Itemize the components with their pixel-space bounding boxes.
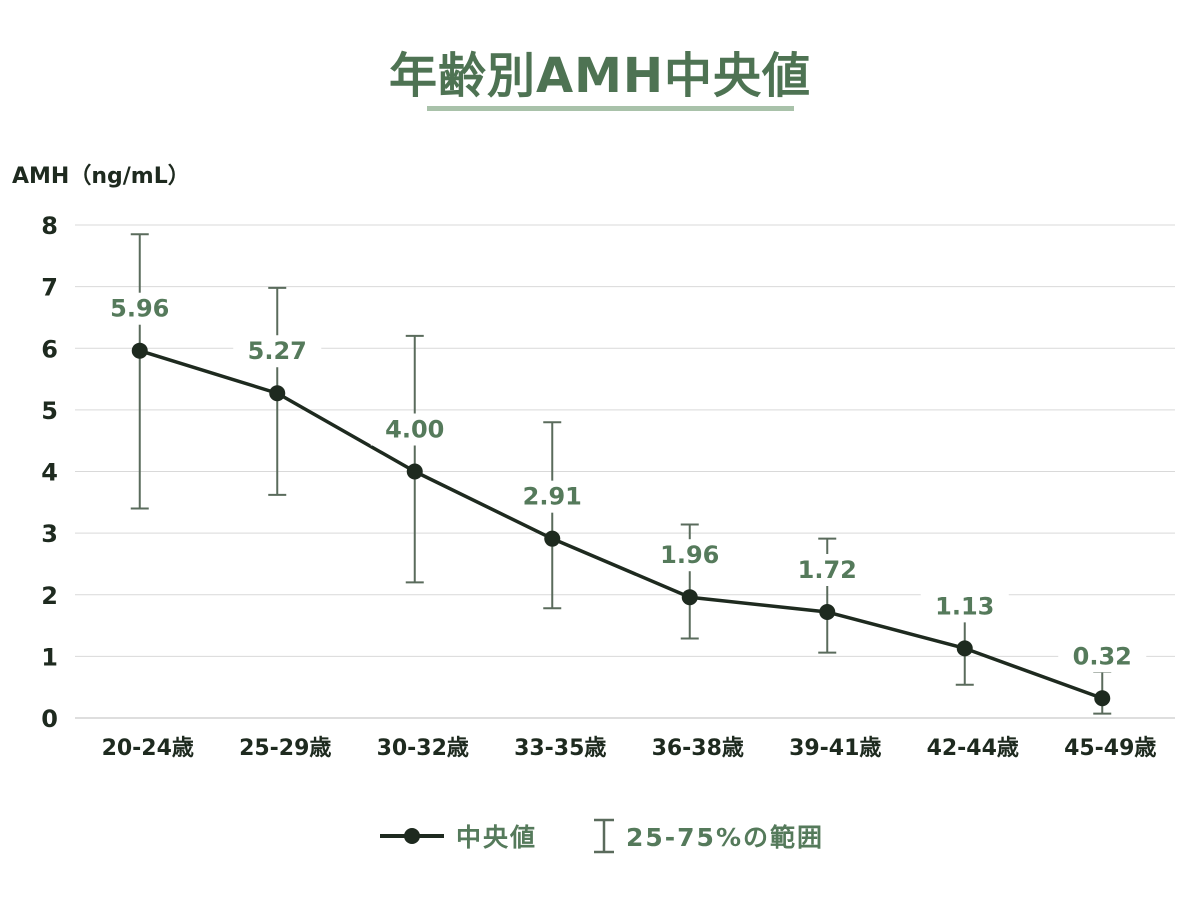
legend: 中央値 25-75%の範囲 <box>0 812 1200 860</box>
y-tick-label: 8 <box>41 212 58 240</box>
y-axis-label: AMH（ng/mL） <box>12 164 190 189</box>
legend-item-range: 25-75%の範囲 <box>590 812 824 860</box>
data-label: 0.32 <box>1073 642 1132 670</box>
data-point <box>681 589 698 606</box>
data-labels: 5.96 5.27 4.00 2.91 1.96 1.72 1.13 0.32 <box>95 292 1147 673</box>
legend-error-bar-icon <box>594 818 614 854</box>
y-tick-labels: 0 1 2 3 4 5 6 7 8 <box>41 212 58 733</box>
x-tick-label: 39-41歳 <box>789 736 881 761</box>
legend-range-label: 25-75%の範囲 <box>626 823 825 852</box>
error-bar <box>130 233 149 510</box>
legend-median-label: 中央値 <box>456 823 538 852</box>
data-point <box>819 604 836 621</box>
title-underline <box>427 106 794 111</box>
x-tick-labels: 20-24歳 25-29歳 30-32歳 33-35歳 36-38歳 39-41歳 42-4… <box>102 736 1157 761</box>
data-label: 1.13 <box>935 592 994 620</box>
data-points <box>131 342 1111 707</box>
grid-lines <box>75 224 1175 719</box>
y-tick-label: 0 <box>41 705 58 733</box>
data-label: 5.96 <box>110 295 169 323</box>
data-label-bg <box>370 413 459 446</box>
data-label-bg <box>920 590 1009 623</box>
data-point <box>544 530 561 547</box>
median-series-line <box>139 349 1103 700</box>
legend-item-median: 中央値 <box>378 812 537 860</box>
y-tick-label: 2 <box>41 582 58 610</box>
x-tick-label: 42-44歳 <box>927 736 1019 761</box>
y-tick-label: 7 <box>41 274 58 302</box>
x-tick-label: 45-49歳 <box>1064 736 1156 761</box>
y-tick-label: 1 <box>41 643 58 671</box>
data-label: 2.91 <box>523 483 582 511</box>
data-point <box>1094 690 1111 707</box>
data-label-bg <box>233 335 322 368</box>
x-tick-label: 36-38歳 <box>652 736 744 761</box>
data-label: 1.96 <box>660 541 719 569</box>
data-point <box>956 640 973 657</box>
data-point <box>406 463 423 480</box>
legend-line-marker-icon <box>380 828 444 844</box>
data-label-bg <box>95 292 184 325</box>
line-chart: 0 1 2 3 4 5 6 7 8 20-24歳 25-29歳 30-32歳 33-35歳 36-38歳… <box>41 212 1175 761</box>
data-label: 1.72 <box>798 556 857 584</box>
y-tick-label: 4 <box>41 459 58 487</box>
median-line <box>139 349 1103 700</box>
data-label-bg <box>645 539 734 572</box>
error-bar <box>543 421 562 610</box>
chart-title: 年齢別AMH中央値 <box>388 48 812 104</box>
data-label: 5.27 <box>248 337 307 365</box>
data-label: 4.00 <box>385 416 444 444</box>
x-tick-label: 25-29歳 <box>239 736 331 761</box>
x-tick-label: 33-35歳 <box>514 736 606 761</box>
data-point <box>131 342 148 359</box>
data-point <box>269 385 286 402</box>
error-bar <box>405 334 424 584</box>
x-tick-label: 20-24歳 <box>102 736 194 761</box>
y-tick-label: 5 <box>41 397 58 425</box>
y-tick-label: 6 <box>41 335 58 363</box>
data-label-bg <box>1058 640 1147 673</box>
data-label-bg <box>508 480 597 513</box>
x-tick-label: 30-32歳 <box>377 736 469 761</box>
data-label-bg <box>783 554 872 587</box>
y-tick-label: 3 <box>41 520 58 548</box>
